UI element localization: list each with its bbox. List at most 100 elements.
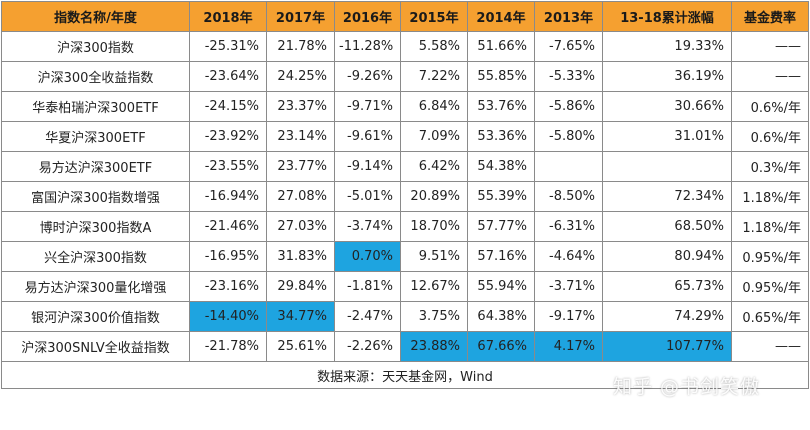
return-cell: -23.64%	[189, 61, 267, 92]
return-cell: 34.77%	[266, 301, 335, 332]
return-cell: 23.37%	[266, 91, 335, 122]
return-cell: 12.67%	[400, 271, 468, 302]
index-name-cell: 沪深300指数	[1, 31, 190, 62]
return-cell	[534, 151, 603, 182]
return-cell: 36.19%	[602, 61, 732, 92]
fee-cell: 0.95%/年	[731, 271, 809, 302]
return-cell: -5.01%	[334, 181, 401, 212]
return-cell: -8.50%	[534, 181, 603, 212]
fee-cell: 1.18%/年	[731, 181, 809, 212]
return-cell: 18.70%	[400, 211, 468, 242]
return-cell: 23.14%	[266, 121, 335, 152]
return-cell: 19.33%	[602, 31, 732, 62]
return-cell: 55.85%	[467, 61, 535, 92]
return-cell: 3.75%	[400, 301, 468, 332]
return-cell: 31.83%	[266, 241, 335, 272]
return-cell: 51.66%	[467, 31, 535, 62]
fee-cell: 0.6%/年	[731, 121, 809, 152]
return-cell: 27.08%	[266, 181, 335, 212]
fee-cell: 0.3%/年	[731, 151, 809, 182]
return-cell: 6.42%	[400, 151, 468, 182]
return-cell: -24.15%	[189, 91, 267, 122]
return-cell: -23.92%	[189, 121, 267, 152]
return-cell: -25.31%	[189, 31, 267, 62]
source-note: 数据来源：天天基金网，Wind	[1, 361, 809, 389]
return-cell: 7.09%	[400, 121, 468, 152]
column-header: 2014年	[467, 1, 535, 32]
return-cell: 67.66%	[467, 331, 535, 362]
return-cell: -9.26%	[334, 61, 401, 92]
index-name-cell: 富国沪深300指数增强	[1, 181, 190, 212]
index-name-cell: 沪深300全收益指数	[1, 61, 190, 92]
column-header: 基金费率	[731, 1, 809, 32]
table-row: 沪深300指数 -25.31% 21.78% -11.28% 5.58% 51.66% -7…	[1, 31, 809, 62]
table-row: 沪深300SNLV全收益指数 -21.78% 25.61% -2.26% 23.88% 6…	[1, 331, 809, 362]
return-cell: 30.66%	[602, 91, 732, 122]
table-row: 易方达沪深300量化增强 -23.16% 29.84% -1.81% 12.67% 55.…	[1, 271, 809, 302]
index-name-cell: 华夏沪深300ETF	[1, 121, 190, 152]
fee-cell: 0.6%/年	[731, 91, 809, 122]
table-body: 沪深300指数 -25.31% 21.78% -11.28% 5.58% 51.66% -7…	[1, 31, 809, 389]
return-cell: 74.29%	[602, 301, 732, 332]
return-cell	[602, 151, 732, 182]
table-row: 博时沪深300指数A -21.46% 27.03% -3.74% 18.70% 57.77…	[1, 211, 809, 242]
return-cell: 72.34%	[602, 181, 732, 212]
return-cell: -2.26%	[334, 331, 401, 362]
table-row: 华泰柏瑞沪深300ETF -24.15% 23.37% -9.71% 6.84% 53.7…	[1, 91, 809, 122]
fee-cell: ——	[731, 61, 809, 92]
return-cell: 64.38%	[467, 301, 535, 332]
column-header: 2017年	[266, 1, 335, 32]
fee-cell: 1.18%/年	[731, 211, 809, 242]
column-header: 指数名称/年度	[1, 1, 190, 32]
return-cell: -11.28%	[334, 31, 401, 62]
return-cell: 55.94%	[467, 271, 535, 302]
return-cell: -1.81%	[334, 271, 401, 302]
table-row: 兴全沪深300指数 -16.95% 31.83% 0.70% 9.51% 57.16% -4…	[1, 241, 809, 272]
fee-cell: ——	[731, 31, 809, 62]
return-cell: -2.47%	[334, 301, 401, 332]
return-cell: -3.71%	[534, 271, 603, 302]
fee-cell: 0.95%/年	[731, 241, 809, 272]
return-cell: -23.55%	[189, 151, 267, 182]
return-cell: 9.51%	[400, 241, 468, 272]
return-cell: 80.94%	[602, 241, 732, 272]
fee-cell: 0.65%/年	[731, 301, 809, 332]
source-row: 数据来源：天天基金网，Wind	[1, 361, 809, 389]
return-cell: -23.16%	[189, 271, 267, 302]
fund-performance-table: 指数名称/年度 2018年 2017年 2016年 2015年 2014年 2013年 13-…	[1, 1, 809, 389]
return-cell: -16.94%	[189, 181, 267, 212]
column-header: 2015年	[400, 1, 468, 32]
return-cell: -6.31%	[534, 211, 603, 242]
return-cell: -7.65%	[534, 31, 603, 62]
return-cell: 4.17%	[534, 331, 603, 362]
return-cell: 25.61%	[266, 331, 335, 362]
table-row: 易方达沪深300ETF -23.55% 23.77% -9.14% 6.42% 54.38…	[1, 151, 809, 182]
return-cell: 6.84%	[400, 91, 468, 122]
table-row: 沪深300全收益指数 -23.64% 24.25% -9.26% 7.22% 55.85%…	[1, 61, 809, 92]
return-cell: 27.03%	[266, 211, 335, 242]
return-cell: 68.50%	[602, 211, 732, 242]
return-cell: 21.78%	[266, 31, 335, 62]
fee-cell: ——	[731, 331, 809, 362]
table-row: 银河沪深300价值指数 -14.40% 34.77% -2.47% 3.75% 64.38…	[1, 301, 809, 332]
return-cell: -5.33%	[534, 61, 603, 92]
index-name-cell: 华泰柏瑞沪深300ETF	[1, 91, 190, 122]
return-cell: 57.16%	[467, 241, 535, 272]
return-cell: -21.78%	[189, 331, 267, 362]
return-cell: -9.61%	[334, 121, 401, 152]
table-header-row: 指数名称/年度 2018年 2017年 2016年 2015年 2014年 2013年 13-…	[1, 1, 809, 32]
return-cell: 57.77%	[467, 211, 535, 242]
return-cell: 23.77%	[266, 151, 335, 182]
return-cell: 7.22%	[400, 61, 468, 92]
return-cell: 24.25%	[266, 61, 335, 92]
return-cell: 0.70%	[334, 241, 401, 272]
return-cell: -5.80%	[534, 121, 603, 152]
return-cell: 53.36%	[467, 121, 535, 152]
return-cell: 23.88%	[400, 331, 468, 362]
return-cell: 65.73%	[602, 271, 732, 302]
return-cell: -9.14%	[334, 151, 401, 182]
return-cell: -21.46%	[189, 211, 267, 242]
column-header: 2018年	[189, 1, 267, 32]
table-row: 华夏沪深300ETF -23.92% 23.14% -9.61% 7.09% 53.36%…	[1, 121, 809, 152]
return-cell: -16.95%	[189, 241, 267, 272]
